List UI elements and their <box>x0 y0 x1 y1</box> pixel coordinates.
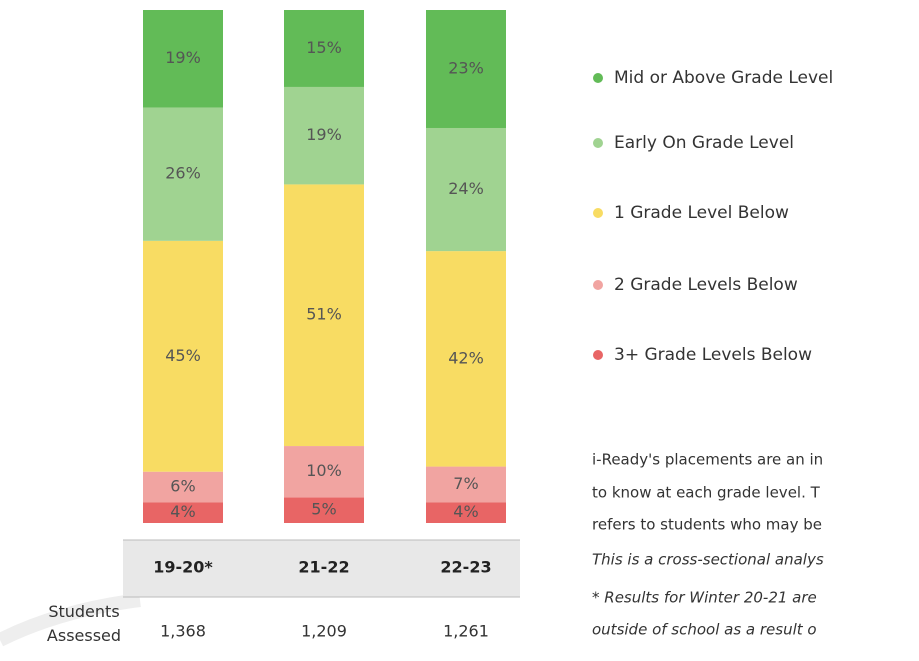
note: This is a cross-sectional analys <box>592 551 824 569</box>
bar-segment <box>284 10 364 87</box>
data-label: 45% <box>165 346 201 365</box>
legend-label: Early On Grade Level <box>614 133 794 153</box>
data-label: 6% <box>170 477 195 496</box>
table-header: 21-22 <box>298 558 349 577</box>
table-cell: 1,368 <box>160 622 206 641</box>
data-label: 15% <box>306 38 342 57</box>
legend-label: 1 Grade Level Below <box>614 203 789 223</box>
bar-segment <box>143 471 223 503</box>
bar-segment <box>426 127 506 252</box>
note: to know at each grade level. T <box>592 484 821 502</box>
bar-segment <box>143 502 223 523</box>
legend-marker <box>593 73 603 83</box>
data-label: 5% <box>311 500 336 519</box>
bar-segment <box>426 10 506 128</box>
legend-marker <box>593 208 603 218</box>
table-header: 19-20* <box>153 558 213 577</box>
bar-segment <box>284 446 364 498</box>
data-label: 19% <box>306 125 342 144</box>
bar-segment <box>143 240 223 472</box>
data-label: 7% <box>453 474 478 493</box>
data-label: 4% <box>170 502 195 521</box>
legend-marker <box>593 138 603 148</box>
note: refers to students who may be <box>592 516 822 534</box>
legend-label: 2 Grade Levels Below <box>614 275 798 295</box>
data-label: 51% <box>306 305 342 324</box>
legend-marker <box>593 350 603 360</box>
bar-segment <box>143 10 223 108</box>
data-label: 26% <box>165 164 201 183</box>
table-cell: 1,261 <box>443 622 489 641</box>
bar-segment <box>284 497 364 523</box>
data-label: 4% <box>453 502 478 521</box>
note: * Results for Winter 20-21 are <box>592 589 817 607</box>
table-header-bg <box>123 540 520 597</box>
decoration <box>0 593 141 647</box>
data-label: 23% <box>448 58 484 77</box>
table-cell: 1,209 <box>301 622 347 641</box>
note: outside of school as a result o <box>592 621 817 639</box>
bar-segment <box>426 466 506 503</box>
bar-segment <box>284 184 364 447</box>
row-label: Students Assessed <box>46 602 122 645</box>
bar-segment <box>143 107 223 241</box>
data-label: 19% <box>165 48 201 67</box>
data-label: 24% <box>448 179 484 198</box>
bar-segment <box>284 86 364 185</box>
bar-segment <box>426 251 506 467</box>
legend-label: 3+ Grade Levels Below <box>614 345 812 365</box>
legend-marker <box>593 280 603 290</box>
data-label: 10% <box>306 461 342 480</box>
bar-segment <box>426 502 506 523</box>
note: i-Ready's placements are an in <box>592 451 823 469</box>
legend-label: Mid or Above Grade Level <box>614 68 833 88</box>
table-header: 22-23 <box>440 558 491 577</box>
data-label: 42% <box>448 348 484 367</box>
